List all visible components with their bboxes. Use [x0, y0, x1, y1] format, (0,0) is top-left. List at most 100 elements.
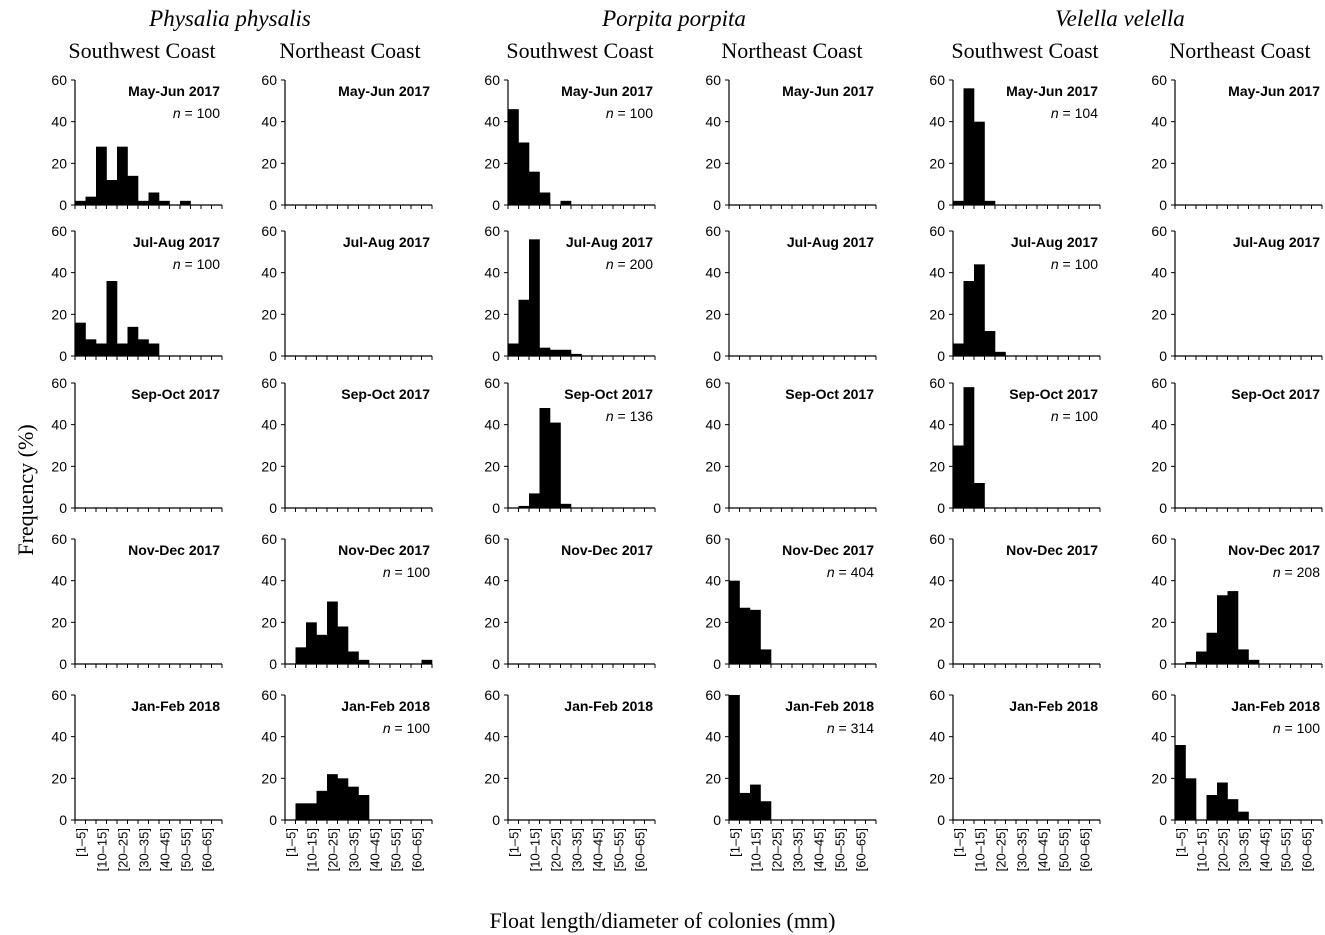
period-label: Jan-Feb 2018: [131, 698, 220, 714]
period-label: Nov-Dec 2017: [1006, 542, 1098, 558]
histogram-panel: 0 20 40 60 May-Jun 2017: [705, 72, 877, 213]
period-label: May-Jun 2017: [782, 83, 874, 99]
histogram-panel: 0 20 40 60 May-Jun 2017: [261, 72, 433, 213]
y-tick-label: 60: [261, 223, 277, 239]
histogram-panel: 0 20 40 60 Nov-Dec 2017: [929, 531, 1101, 672]
period-label: Jul-Aug 2017: [787, 234, 874, 250]
histogram-bar: [180, 200, 191, 205]
histogram-panel: 0 20 40 60 Jul-Aug 2017 n = 100: [929, 223, 1101, 364]
period-label: May-Jun 2017: [1228, 83, 1320, 99]
histogram-bar: [539, 192, 551, 205]
coast-label-velella-southwest: Southwest Coast: [951, 38, 1099, 63]
y-tick-label: 20: [261, 770, 277, 786]
y-tick-label: 20: [261, 458, 277, 474]
histogram-bar: [159, 200, 170, 205]
histogram-panel: 0 20 40 60 [1–5] [10–15] [20–25] [30–35] [40–45]…: [1151, 687, 1323, 871]
period-label: Jan-Feb 2018: [785, 698, 874, 714]
histogram-bar: [337, 626, 349, 664]
y-tick-label: 60: [1151, 375, 1167, 391]
y-tick-label: 40: [261, 417, 277, 433]
histogram-panel: 0 20 40 60 Nov-Dec 2017: [484, 531, 656, 672]
histogram-bar: [539, 408, 551, 508]
y-tick-label: 20: [51, 458, 67, 474]
histogram-bar: [953, 200, 964, 205]
coast-label-porpita-southwest: Southwest Coast: [506, 38, 654, 63]
y-tick-label: 0: [492, 348, 500, 364]
y-tick-label: 60: [51, 72, 67, 88]
y-tick-label: 60: [51, 531, 67, 547]
histogram-panel: 0 20 40 60 Sep-Oct 2017: [51, 375, 223, 516]
x-tick-label: [1–5]: [506, 828, 521, 857]
y-tick-label: 40: [51, 265, 67, 281]
y-tick-label: 40: [51, 573, 67, 589]
x-tick-label: [30–35]: [1236, 828, 1251, 871]
histogram-bar: [1206, 632, 1218, 664]
x-tick-label: [60–65]: [199, 828, 214, 871]
sample-size-label: n = 100: [1273, 720, 1320, 736]
y-tick-label: 40: [1151, 265, 1167, 281]
y-tick-label: 20: [484, 614, 500, 630]
histogram-bar: [550, 422, 561, 508]
y-tick-label: 0: [269, 348, 277, 364]
y-tick-label: 40: [929, 114, 945, 130]
histogram-bar: [1196, 651, 1207, 664]
y-tick-label: 40: [484, 114, 500, 130]
y-tick-label: 40: [261, 573, 277, 589]
x-tick-label: [40–45]: [811, 828, 826, 871]
y-tick-label: 0: [59, 348, 67, 364]
period-label: Jul-Aug 2017: [133, 234, 220, 250]
x-tick-label: [60–65]: [632, 828, 647, 871]
y-tick-label: 60: [929, 375, 945, 391]
y-tick-label: 60: [929, 72, 945, 88]
period-label: Sep-Oct 2017: [1009, 386, 1098, 402]
y-tick-label: 0: [1159, 197, 1167, 213]
histogram-bar: [760, 649, 772, 664]
x-tick-label: [50–55]: [832, 828, 847, 871]
y-tick-label: 0: [59, 812, 67, 828]
y-tick-label: 60: [484, 375, 500, 391]
x-tick-label: [50–55]: [1056, 828, 1071, 871]
histogram-bar: [306, 622, 317, 664]
histogram-bar: [106, 180, 118, 205]
y-tick-label: 0: [492, 500, 500, 516]
x-axis-label: Float length/diameter of colonies (mm): [489, 908, 836, 933]
y-tick-label: 40: [705, 729, 721, 745]
x-tick-label: [10–15]: [94, 828, 109, 871]
x-tick-label: [30–35]: [346, 828, 361, 871]
y-tick-label: 20: [484, 458, 500, 474]
y-tick-label: 20: [1151, 155, 1167, 171]
y-tick-label: 40: [705, 417, 721, 433]
x-tick-label: [30–35]: [790, 828, 805, 871]
sample-size-label: n = 136: [606, 408, 653, 424]
histogram-panel: 0 20 40 60 May-Jun 2017: [1151, 72, 1323, 213]
histogram-bar: [760, 801, 772, 820]
y-tick-label: 60: [705, 72, 721, 88]
histogram-bar: [85, 339, 97, 356]
y-tick-label: 40: [1151, 114, 1167, 130]
y-tick-label: 60: [51, 223, 67, 239]
period-label: Nov-Dec 2017: [561, 542, 653, 558]
y-tick-label: 60: [261, 687, 277, 703]
x-tick-label: [30–35]: [136, 828, 151, 871]
y-tick-label: 20: [929, 155, 945, 171]
y-tick-label: 40: [484, 417, 500, 433]
histogram-bar: [963, 387, 975, 508]
histogram-bar: [995, 351, 1006, 356]
y-tick-label: 60: [705, 223, 721, 239]
histogram-bar: [127, 326, 139, 356]
histogram-bar: [117, 146, 128, 205]
histogram-bar: [1227, 799, 1239, 820]
histogram-panel: 0 20 40 60 Nov-Dec 2017 n = 404: [705, 531, 877, 672]
y-tick-label: 20: [51, 614, 67, 630]
x-tick-label: [20–25]: [993, 828, 1008, 871]
y-tick-label: 40: [1151, 729, 1167, 745]
sample-size-label: n = 314: [827, 720, 874, 736]
histogram-bar: [327, 601, 338, 664]
period-label: Sep-Oct 2017: [1231, 386, 1320, 402]
y-tick-label: 0: [937, 348, 945, 364]
y-tick-label: 20: [929, 458, 945, 474]
histogram-panel: 0 20 40 60 [1–5] [10–15] [20–25] [30–35] [40–45]…: [484, 687, 656, 871]
period-label: Jan-Feb 2018: [564, 698, 653, 714]
y-tick-label: 20: [484, 770, 500, 786]
histogram-bar: [358, 795, 370, 820]
